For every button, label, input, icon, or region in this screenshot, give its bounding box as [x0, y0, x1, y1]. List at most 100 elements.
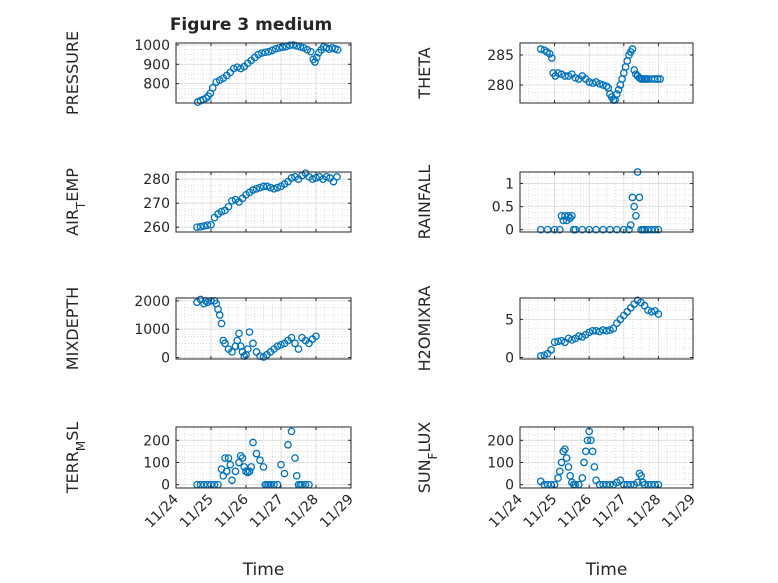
data-point: [287, 333, 296, 342]
y-tick-label: 100: [143, 455, 170, 471]
data-point: [291, 454, 299, 462]
data-point: [588, 447, 597, 456]
data-point: [635, 193, 644, 202]
x-tick-label: 11/26: [555, 491, 595, 531]
data-point: [333, 172, 341, 181]
data-point: [559, 447, 568, 456]
data-point: [200, 222, 208, 230]
data-point: [273, 342, 282, 351]
subplot-terr-msl: 0 100 200 TERRMSL 11/2411/2511/2611/2711/281…: [63, 422, 357, 580]
subplot-h2omixra: 0 5 H2OMIXRA: [415, 286, 694, 372]
data-point: [238, 454, 247, 462]
y-tick-label: 200: [143, 433, 170, 449]
data-point: [256, 183, 264, 192]
y-tick-label: 280: [487, 78, 514, 94]
data-point: [637, 471, 645, 480]
data-point: [628, 45, 637, 53]
axes-box: [175, 171, 352, 233]
data-point: [219, 471, 228, 480]
data-point: [635, 469, 644, 478]
data-point: [261, 48, 270, 57]
data-point: [249, 339, 257, 348]
x-tick-label: 11/25: [521, 492, 561, 532]
data-point: [243, 345, 252, 353]
axes-box: [175, 42, 352, 104]
data-point: [632, 211, 640, 220]
axes-box: [519, 171, 694, 233]
data-point: [547, 345, 555, 354]
data-point: [574, 332, 583, 340]
data-point: [270, 184, 278, 193]
data-point: [217, 319, 226, 328]
data-point: [550, 225, 559, 234]
y-tick-label: 800: [143, 77, 170, 93]
y-axis-label: AIRTEMP: [63, 168, 88, 236]
y-tick-label: 5: [505, 312, 514, 328]
x-tick-label: 11/28: [282, 492, 322, 532]
data-point: [247, 463, 256, 471]
data-point: [284, 440, 292, 449]
y-axis-label: PRESSURE: [63, 31, 82, 115]
data-point: [277, 460, 285, 469]
y-axis-label: SUNFLUX: [415, 422, 440, 494]
data-point: [561, 72, 569, 80]
data-point: [583, 436, 592, 445]
data-point: [559, 216, 568, 225]
data-point: [626, 221, 635, 229]
data-point: [221, 339, 229, 348]
data-point: [226, 460, 235, 469]
data-point: [268, 46, 277, 55]
data-point: [259, 463, 268, 471]
figure-title: Figure 3 medium: [170, 15, 332, 35]
data-point: [555, 467, 564, 476]
data-point: [568, 211, 576, 220]
y-axis-label: H2OMIXRA: [415, 286, 434, 372]
axes-box: [175, 297, 352, 360]
data-point: [287, 427, 296, 436]
data-point: [311, 58, 319, 66]
y-tick-label: 1: [505, 177, 514, 193]
x-tick-label: 11/29: [317, 492, 357, 532]
subplot-sun-flux: 0 100 200 SUNFLUX 11/2411/2511/2611/2711/281…: [415, 422, 699, 580]
data-point: [333, 45, 342, 54]
data-point: [203, 221, 212, 230]
data-point: [656, 75, 664, 83]
axes-box: [519, 426, 694, 489]
data-point: [254, 50, 263, 59]
y-tick-label: 1000: [134, 38, 170, 54]
data-point: [654, 225, 663, 234]
subplot-rainfall: 0 0.5 1 RAINFALL: [415, 165, 694, 239]
data-point: [294, 345, 303, 353]
x-axis-label: Time: [585, 560, 628, 580]
data-point: [308, 175, 317, 184]
data-point: [228, 196, 236, 205]
data-point: [633, 478, 642, 487]
data-point: [312, 53, 321, 62]
data-point: [561, 445, 569, 454]
data-point: [193, 223, 201, 232]
data-point: [228, 476, 236, 485]
data-point: [233, 336, 242, 345]
data-point: [235, 329, 243, 338]
data-point: [547, 54, 556, 62]
data-point: [245, 467, 254, 476]
y-tick-label: 0: [505, 350, 514, 366]
data-point: [322, 172, 331, 181]
x-tick-label: 11/25: [177, 492, 217, 532]
y-tick-label: 0: [161, 478, 170, 494]
data-point: [312, 332, 320, 341]
y-tick-label: 0: [161, 351, 170, 367]
data-point: [259, 182, 268, 191]
axes-box: [175, 426, 352, 489]
subplot-air-temp: 260 270 280 AIRTEMP: [63, 168, 352, 236]
data-point: [222, 467, 231, 476]
data-point: [252, 449, 261, 458]
data-point: [635, 73, 644, 82]
data-point: [613, 90, 621, 98]
x-tick-label: 11/27: [590, 492, 630, 532]
y-tick-label: 1000: [134, 322, 170, 338]
data-point: [550, 338, 559, 347]
data-point: [625, 225, 633, 234]
axes-box: [519, 42, 694, 104]
data-point: [653, 75, 662, 83]
